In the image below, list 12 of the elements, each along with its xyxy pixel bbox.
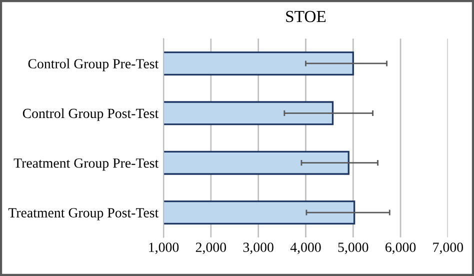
y-tick-label: Control Group Post-Test	[22, 108, 159, 121]
y-tick-label: Control Group Pre-Test	[28, 58, 159, 72]
x-tick-label: 5,000	[338, 242, 368, 254]
y-tick-label: Treatment Group Post-Test	[8, 208, 159, 220]
x-tick-label: 1,000	[149, 242, 179, 254]
x-tick-label: 4,000	[290, 242, 321, 254]
x-tick-label: 7,000	[433, 242, 464, 254]
chart-title: STOE	[286, 10, 326, 22]
x-tick-label: 6,000	[386, 242, 416, 254]
y-tick-label: Treatment Group Pre-Test	[14, 158, 159, 171]
x-tick-label: 3,000	[243, 242, 274, 254]
x-tick-label: 2,000	[196, 242, 226, 254]
